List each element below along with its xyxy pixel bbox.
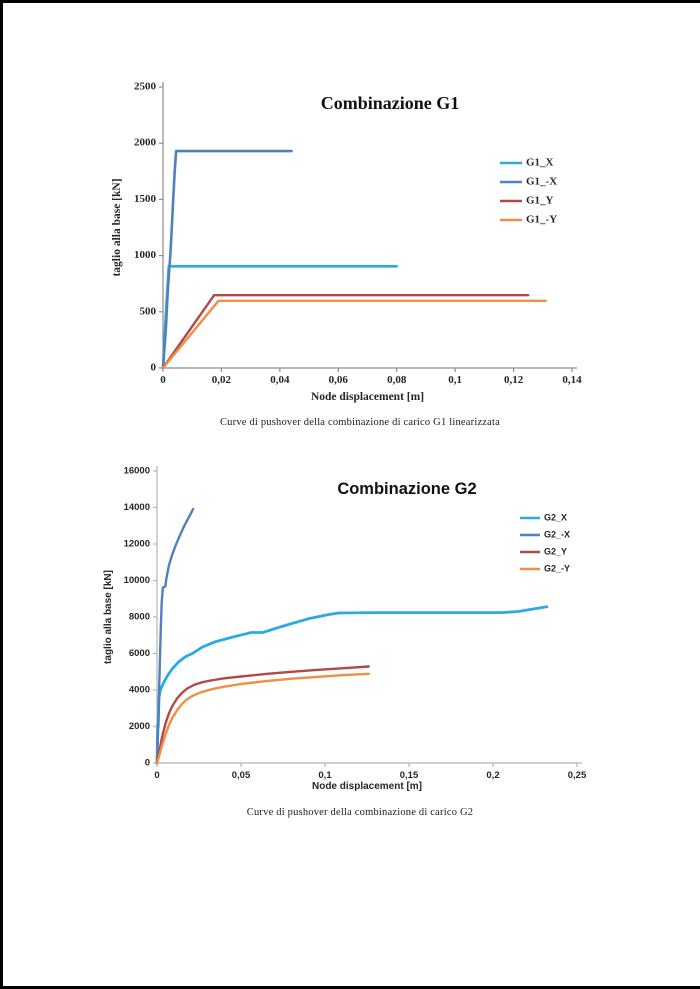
page-border-top	[0, 0, 700, 3]
y-tick-label: 500	[140, 305, 157, 317]
series-G2_-X	[155, 507, 195, 765]
x-tick-label: 0	[160, 374, 166, 386]
chart-title: Combinazione G1	[321, 93, 460, 113]
x-tick-label: 0,05	[232, 770, 251, 781]
y-tick-label: 0	[151, 362, 157, 374]
y-axis-title: taglio alla base [kN]	[103, 570, 114, 664]
series-G1_-Y	[161, 299, 547, 370]
x-tick-label: 0,25	[568, 770, 587, 781]
chart-combinazione-g1: 0 500 1000 1500 2000 2500 0 0,02 0,04 0,06 0,08 0,1…	[95, 78, 585, 410]
legend-label-G2_-Y: G2_-Y	[544, 563, 570, 573]
y-axis-title: taglio alla base [kN]	[111, 178, 123, 276]
series-G2_-Y	[155, 672, 370, 765]
y-tick-label: 16000	[124, 466, 150, 477]
y-tick-label: 6000	[129, 648, 150, 659]
y-tick-label: 4000	[129, 685, 150, 696]
legend-label-G2_Y: G2_Y	[544, 546, 567, 556]
legend-label-G1_-Y: G1_-Y	[526, 214, 557, 226]
legend-label-G2_X: G2_X	[544, 512, 567, 522]
chart-title: Combinazione G2	[337, 480, 476, 498]
legend-label-G1_X: G1_X	[526, 157, 554, 169]
chart2-caption: Curve di pushover della combinazione di …	[246, 807, 474, 818]
x-tick-label: 0,1	[318, 770, 332, 781]
chart-g1-canvas: 0 500 1000 1500 2000 2500 0 0,02 0,04 0,06 0,08 0,1…	[111, 81, 582, 403]
y-tick-label: 1500	[134, 193, 157, 205]
series-G1_Y	[161, 294, 530, 370]
series-G1_-X	[161, 149, 293, 370]
series-G2_X	[155, 605, 549, 765]
chart-combinazione-g2: 0 2000 4000 6000 8000 10000 12000 14000 16000 0 0,…	[95, 460, 600, 800]
legend: G2_X G2_-X G2_Y G2_-Y	[520, 512, 570, 573]
x-tick-label: 0,06	[329, 374, 349, 386]
x-axis-title: Node displacement [m]	[312, 781, 422, 792]
x-tick-label: 0,14	[562, 374, 582, 386]
chart-g2-canvas: 0 2000 4000 6000 8000 10000 12000 14000 16000 0 0,…	[103, 466, 587, 792]
x-tick-label: 0	[154, 770, 159, 781]
x-tick-label: 0,2	[486, 770, 499, 781]
y-tick-label: 2000	[129, 721, 150, 732]
x-tick-label: 0,12	[504, 374, 524, 386]
y-tick-label: 10000	[124, 575, 150, 586]
y-tick-label: 2000	[134, 137, 157, 149]
y-tick-label: 1000	[134, 249, 157, 261]
legend-label-G1_Y: G1_Y	[526, 195, 554, 207]
x-axis-title: Node displacement [m]	[311, 391, 424, 403]
y-tick-label: 0	[145, 758, 150, 769]
x-tick-label: 0,08	[387, 374, 407, 386]
page-border-bottom	[0, 986, 700, 989]
x-tick-label: 0,1	[448, 374, 462, 386]
legend-label-G1_-X: G1_-X	[526, 176, 557, 188]
y-tick-label: 12000	[124, 539, 150, 550]
page-border-left	[0, 0, 3, 989]
legend: G1_X G1_-X G1_Y G1_-Y	[500, 157, 557, 226]
x-tick-label: 0,02	[212, 374, 232, 386]
legend-label-G2_-X: G2_-X	[544, 529, 570, 539]
series-G2_Y	[155, 665, 370, 765]
axes	[153, 466, 582, 767]
chart1-caption: Curve di pushover della combinazione di …	[219, 417, 501, 428]
y-tick-label: 8000	[129, 612, 150, 623]
x-tick-label: 0,04	[270, 374, 290, 386]
axes	[159, 82, 577, 372]
x-tick-label: 0,15	[400, 770, 419, 781]
y-tick-label: 14000	[124, 502, 150, 513]
y-tick-label: 2500	[134, 81, 157, 93]
